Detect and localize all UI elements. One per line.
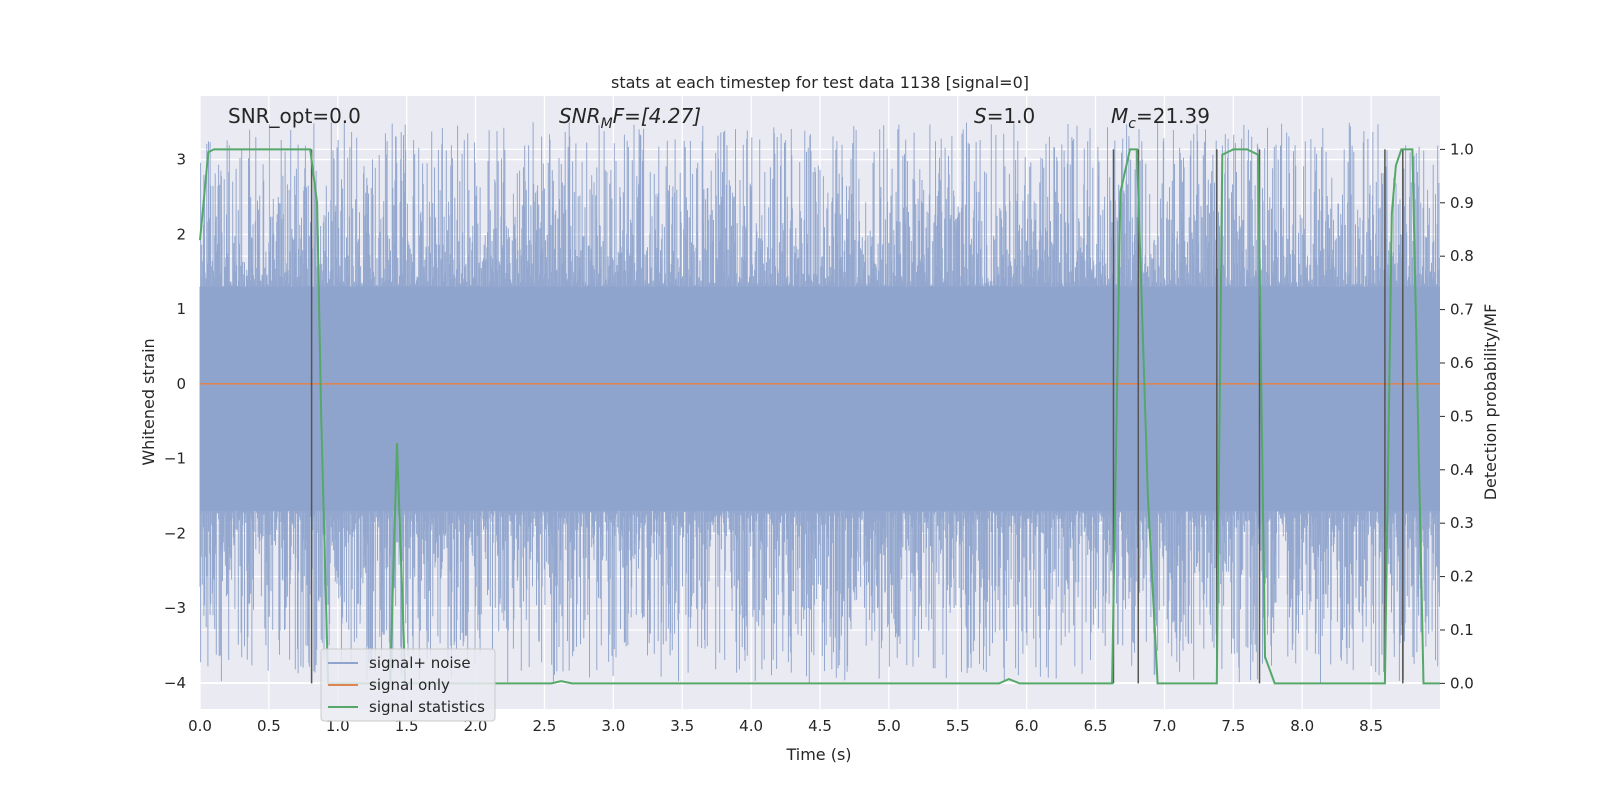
y-tick-label-right: 0.9	[1450, 194, 1474, 212]
y-tick-label-right: 0.2	[1450, 568, 1474, 586]
y-tick-label-left: 3	[176, 151, 186, 169]
x-tick-label: 8.5	[1359, 717, 1383, 735]
y-tick-label-left: 0	[176, 375, 186, 393]
x-tick-label: 0.0	[188, 717, 212, 735]
signal-statistics-series	[199, 148, 1440, 685]
y-tick-label-left: −2	[164, 524, 186, 542]
signal-statistics-line	[199, 148, 1440, 685]
y-axis-label-right: Detection probability/MF	[1481, 304, 1500, 501]
x-axis-label: Time (s)	[785, 745, 851, 764]
y-tick-label-left: 1	[176, 300, 186, 318]
y-tick-label-right: 0.4	[1450, 461, 1474, 479]
detection-markers	[310, 149, 1404, 684]
x-tick-label: 6.5	[1084, 717, 1108, 735]
strain-series	[199, 122, 1440, 683]
legend-label-signal-only: signal only	[369, 676, 450, 694]
y-tick-label-left: −3	[164, 599, 186, 617]
strain-spikes	[199, 122, 1440, 683]
x-tick-label: 5.5	[946, 717, 970, 735]
y-tick-label-right: 0.5	[1450, 407, 1474, 425]
y-tick-label-left: 2	[176, 225, 186, 243]
y-tick-label-right: 1.0	[1450, 140, 1474, 158]
x-tick-label: 3.0	[601, 717, 625, 735]
y-tick-label-right: 0.7	[1450, 301, 1474, 319]
legend-box	[320, 648, 496, 722]
x-tick-label: 6.0	[1015, 717, 1039, 735]
y-tick-label-right: 0.6	[1450, 354, 1474, 372]
y-tick-label-right: 0.1	[1450, 621, 1474, 639]
y-tick-label-left: −1	[164, 450, 186, 468]
s-annotation: S=1.0	[974, 104, 1035, 128]
x-tick-label: 2.5	[533, 717, 557, 735]
snr-opt-annotation: SNR_opt=0.0	[228, 104, 361, 128]
y-tick-label-right: 0.8	[1450, 247, 1474, 265]
x-tick-label: 5.0	[877, 717, 901, 735]
x-tick-label: 8.0	[1290, 717, 1314, 735]
x-tick-label: 7.5	[1221, 717, 1245, 735]
x-tick-label: 3.5	[670, 717, 694, 735]
x-tick-label: 0.5	[257, 717, 281, 735]
legend: signal+ noise signal only signal statist…	[320, 648, 496, 722]
legend-label-signal-statistics: signal statistics	[369, 698, 485, 716]
x-tick-label: 7.0	[1153, 717, 1177, 735]
axes: 0.0 0.5 1.0 1.5 2.0 2.5 3.0 3.5 4.0 4.5 5.0 5.5 6.0 6…	[164, 140, 1474, 735]
x-tick-label: 4.5	[808, 717, 832, 735]
y-tick-label-right: 0.3	[1450, 514, 1474, 532]
y-axis-label-left: Whitened strain	[139, 338, 158, 465]
snr-mf-annotation: SNRMF=[4.27]	[559, 104, 701, 132]
x-tick-label: 4.0	[739, 717, 763, 735]
legend-label-signal-noise: signal+ noise	[369, 654, 471, 672]
y-tick-label-right: 0.0	[1450, 674, 1474, 692]
chart-title: stats at each timestep for test data 113…	[611, 73, 1029, 92]
mc-annotation: Mc=21.39	[1111, 104, 1210, 132]
y-tick-label-left: −4	[164, 674, 186, 692]
